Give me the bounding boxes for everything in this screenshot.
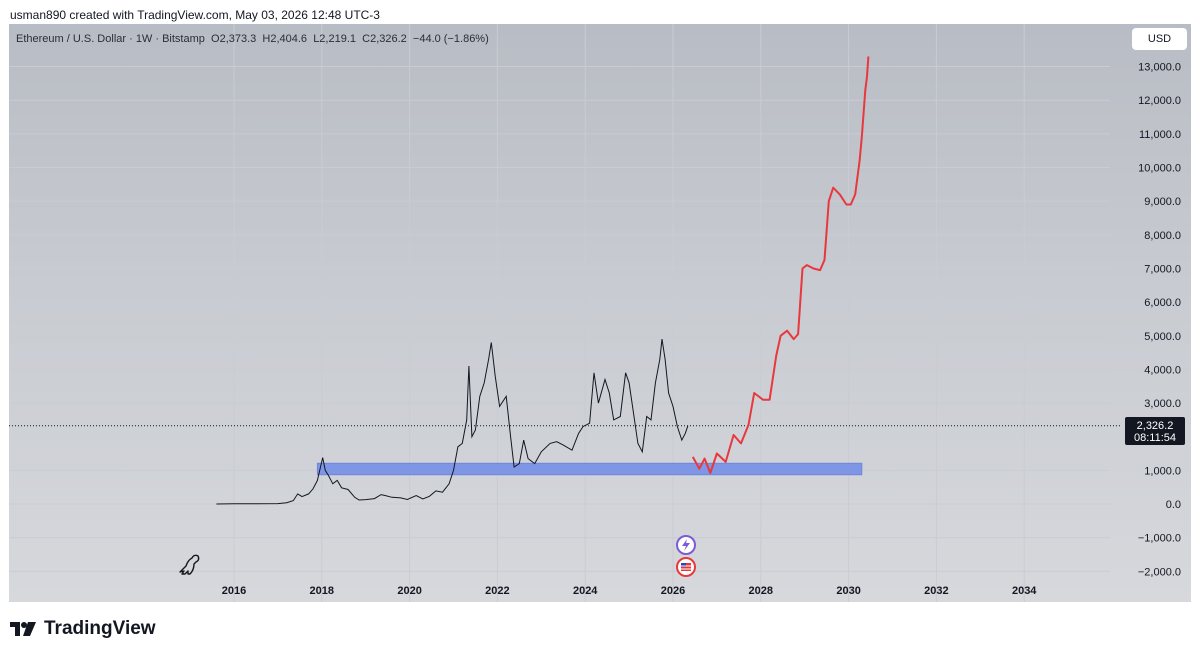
x-tick-label: 2024	[573, 585, 598, 597]
y-tick-label: 1,000.0	[1144, 465, 1181, 477]
event-flag-icon[interactable]	[676, 557, 696, 577]
dinosaur-icon	[179, 554, 200, 575]
x-tick-label: 2018	[310, 585, 334, 597]
x-axis-labels: 2016 2018 2020 2022 2024 2026 2028 2030 2032 2034	[222, 585, 1038, 597]
y-tick-label: 13,000.0	[1138, 62, 1181, 74]
y-tick-label: −2,000.0	[1138, 566, 1181, 578]
x-tick-label: 2030	[836, 585, 860, 597]
y-tick-label: 7,000.0	[1144, 263, 1181, 275]
eth-price-series	[216, 339, 689, 505]
tradingview-logo-icon	[10, 622, 36, 636]
author-credit: usman890 created with TradingView.com, M…	[10, 8, 380, 22]
x-tick-label: 2032	[924, 585, 948, 597]
y-axis-labels: 13,000.0 12,000.0 11,000.0 10,000.0 9,000.0 8…	[1138, 62, 1181, 579]
horizontal-gridlines	[9, 66, 1110, 572]
y-tick-label: 10,000.0	[1138, 163, 1181, 175]
legend-close: C2,326.2	[362, 33, 407, 45]
legend-open: O2,373.3	[211, 33, 257, 45]
y-tick-label: 9,000.0	[1144, 196, 1181, 208]
x-tick-label: 2026	[661, 585, 685, 597]
price-tag: 2,326.2 08:11:54	[1125, 417, 1185, 445]
tradingview-brand[interactable]: TradingView	[10, 618, 156, 640]
vertical-gridlines	[233, 24, 1025, 602]
event-lightning-icon[interactable]	[676, 535, 696, 555]
legend-high: H2,404.6	[262, 33, 308, 45]
support-zone	[316, 462, 863, 476]
x-tick-label: 2020	[397, 585, 421, 597]
price-tag-countdown: 08:11:54	[1134, 432, 1176, 444]
chart-area[interactable]	[9, 24, 1191, 602]
legend-low: L2,219.1	[313, 33, 357, 45]
x-tick-label: 2016	[222, 585, 246, 597]
brand-name: TradingView	[44, 618, 156, 639]
currency-button[interactable]: USD	[1132, 28, 1187, 50]
x-tick-label: 2034	[1012, 585, 1037, 597]
y-tick-label: 6,000.0	[1144, 297, 1181, 309]
y-tick-label: 8,000.0	[1144, 230, 1181, 242]
price-tag-bg	[1125, 417, 1185, 445]
x-tick-label: 2022	[485, 585, 509, 597]
y-tick-label: 3,000.0	[1144, 398, 1181, 410]
y-tick-label: 4,000.0	[1144, 364, 1181, 376]
price-tag-value: 2,326.2	[1137, 420, 1174, 432]
y-tick-label: 11,000.0	[1139, 129, 1181, 141]
x-tick-label: 2028	[749, 585, 773, 597]
y-tick-label: −1,000.0	[1138, 533, 1181, 545]
y-tick-label: 0.0	[1166, 499, 1181, 511]
y-tick-label: 5,000.0	[1144, 331, 1181, 343]
y-tick-label: 12,000.0	[1138, 95, 1181, 107]
symbol-legend: Ethereum / U.S. Dollar · 1W · Bitstamp O…	[16, 33, 489, 45]
projection-series	[691, 56, 870, 474]
symbol-name: Ethereum / U.S. Dollar · 1W · Bitstamp	[16, 33, 205, 45]
legend-change: −44.0 (−1.86%)	[412, 33, 489, 45]
